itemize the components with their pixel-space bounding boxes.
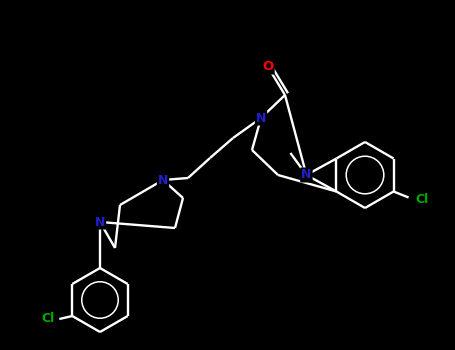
- Text: N: N: [256, 112, 266, 125]
- Text: Cl: Cl: [42, 313, 55, 326]
- Text: N: N: [95, 216, 105, 229]
- Text: Cl: Cl: [415, 193, 428, 206]
- Text: N: N: [158, 174, 168, 187]
- Text: N: N: [301, 168, 312, 182]
- Text: O: O: [263, 61, 273, 74]
